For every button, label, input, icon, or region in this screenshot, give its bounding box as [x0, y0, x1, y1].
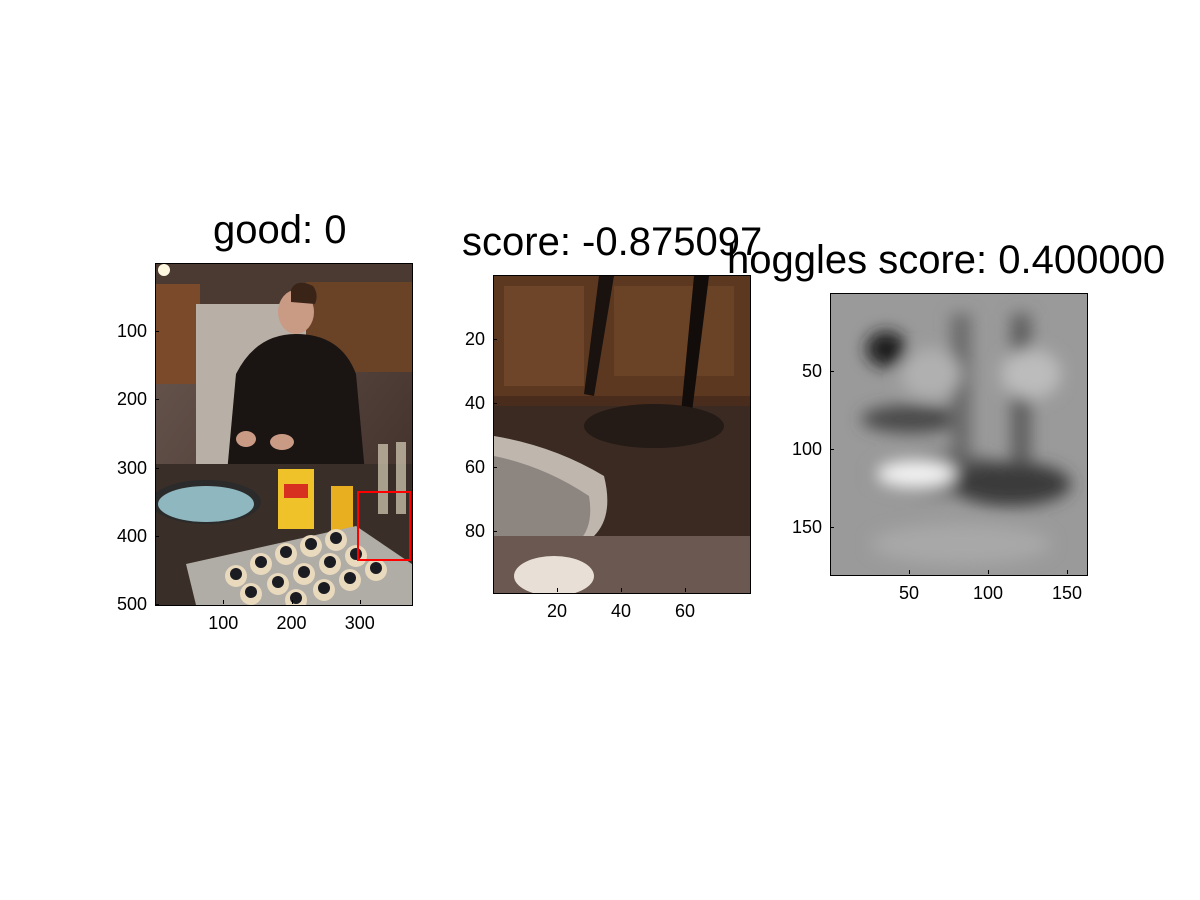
panel2-title: score: -0.875097 [462, 220, 763, 264]
y-tick-label: 40 [464, 393, 485, 414]
x-tick-label: 20 [546, 601, 568, 621]
y-tick-mark [493, 467, 497, 469]
x-tick-label: 200 [276, 613, 307, 633]
x-tick-mark [621, 588, 622, 592]
x-tick-label: 40 [610, 601, 632, 621]
x-tick-label: 50 [898, 583, 920, 603]
y-tick-mark [155, 604, 159, 605]
x-tick-label: 150 [1052, 583, 1083, 603]
x-tick-label: 100 [972, 583, 1004, 603]
panel3-title: hoggles score: 0.400000 [727, 238, 1166, 282]
y-tick-mark [830, 449, 834, 451]
x-tick-mark [988, 570, 990, 574]
hoggles-panel [830, 293, 1088, 576]
y-tick-mark [155, 467, 159, 469]
x-tick-mark [557, 588, 558, 592]
kitchen-photo [156, 264, 412, 605]
y-tick-label: 200 [116, 389, 147, 410]
crop-panel [493, 275, 751, 594]
y-tick-mark [493, 339, 497, 341]
y-tick-label: 80 [464, 521, 485, 542]
y-tick-mark [493, 403, 497, 405]
y-tick-mark [155, 331, 159, 333]
y-tick-label: 400 [116, 525, 147, 546]
x-tick-mark [909, 570, 910, 574]
y-tick-label: 20 [464, 329, 485, 350]
x-tick-mark [291, 600, 293, 604]
x-tick-mark [223, 600, 225, 604]
y-tick-label: 100 [116, 321, 147, 342]
crop-image [494, 276, 750, 593]
kitchen-photo-panel [155, 263, 413, 606]
x-tick-label: 60 [674, 601, 696, 621]
y-tick-label: 150 [791, 517, 822, 538]
y-tick-label: 300 [116, 457, 147, 478]
x-tick-mark [685, 588, 686, 592]
y-tick-label: 50 [801, 361, 822, 382]
hoggles-image [831, 294, 1087, 575]
x-tick-mark [1067, 570, 1069, 574]
y-tick-mark [830, 527, 834, 529]
detection-box [357, 491, 411, 561]
x-tick-label: 300 [344, 613, 375, 633]
y-tick-label: 500 [116, 594, 147, 614]
y-tick-label: 60 [464, 457, 485, 478]
y-tick-mark [493, 531, 497, 533]
y-tick-mark [155, 399, 159, 401]
y-tick-mark [830, 371, 834, 373]
y-tick-mark [155, 535, 159, 537]
y-tick-label: 100 [791, 439, 822, 460]
panel1-title: good: 0 [213, 208, 347, 252]
x-tick-mark [359, 600, 361, 604]
x-tick-label: 100 [208, 613, 239, 633]
